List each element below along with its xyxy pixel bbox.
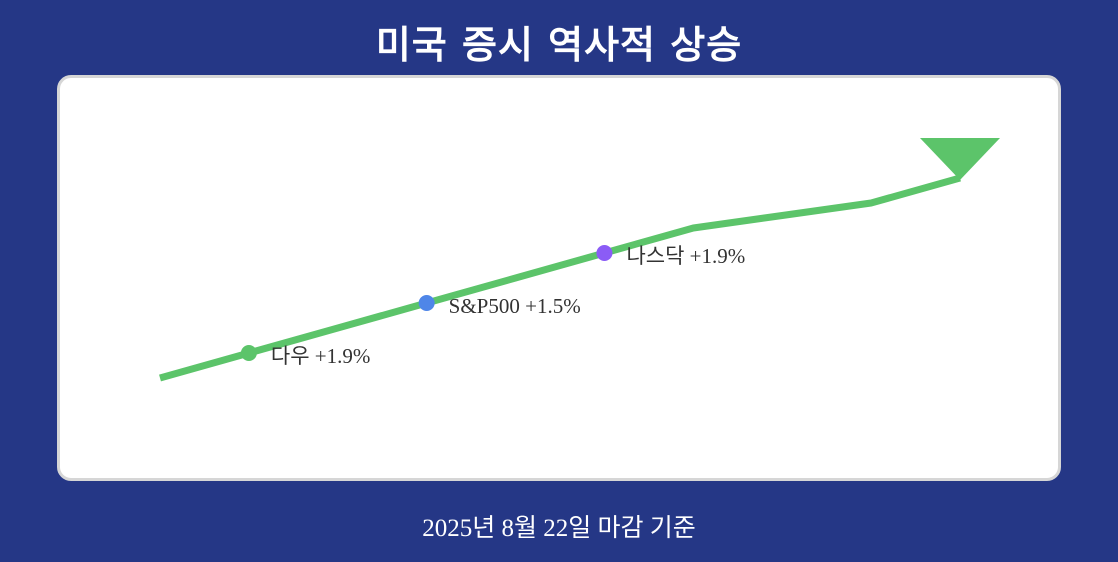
trend-chart: 다우 +1.9% S&P500 +1.5% 나스닥 +1.9% xyxy=(159,138,1000,382)
chart-panel: 다우 +1.9% S&P500 +1.5% 나스닥 +1.9% xyxy=(57,75,1061,481)
data-label: 나스닥 +1.9% xyxy=(626,244,745,268)
data-point xyxy=(596,245,613,261)
chart-title: 미국 증시 역사적 상승 xyxy=(375,23,743,67)
arrowhead-icon xyxy=(920,138,1000,180)
date-footnote: 2025년 8월 22일 마감 기준 xyxy=(422,515,696,542)
data-point xyxy=(418,295,435,311)
data-point-layer: 다우 +1.9% S&P500 +1.5% 나스닥 +1.9% xyxy=(240,244,745,368)
data-point xyxy=(240,345,257,361)
trend-line xyxy=(159,174,961,382)
data-label: S&P500 +1.5% xyxy=(449,294,581,318)
data-label: 다우 +1.9% xyxy=(271,344,370,368)
trend-line-layer xyxy=(159,138,1000,382)
